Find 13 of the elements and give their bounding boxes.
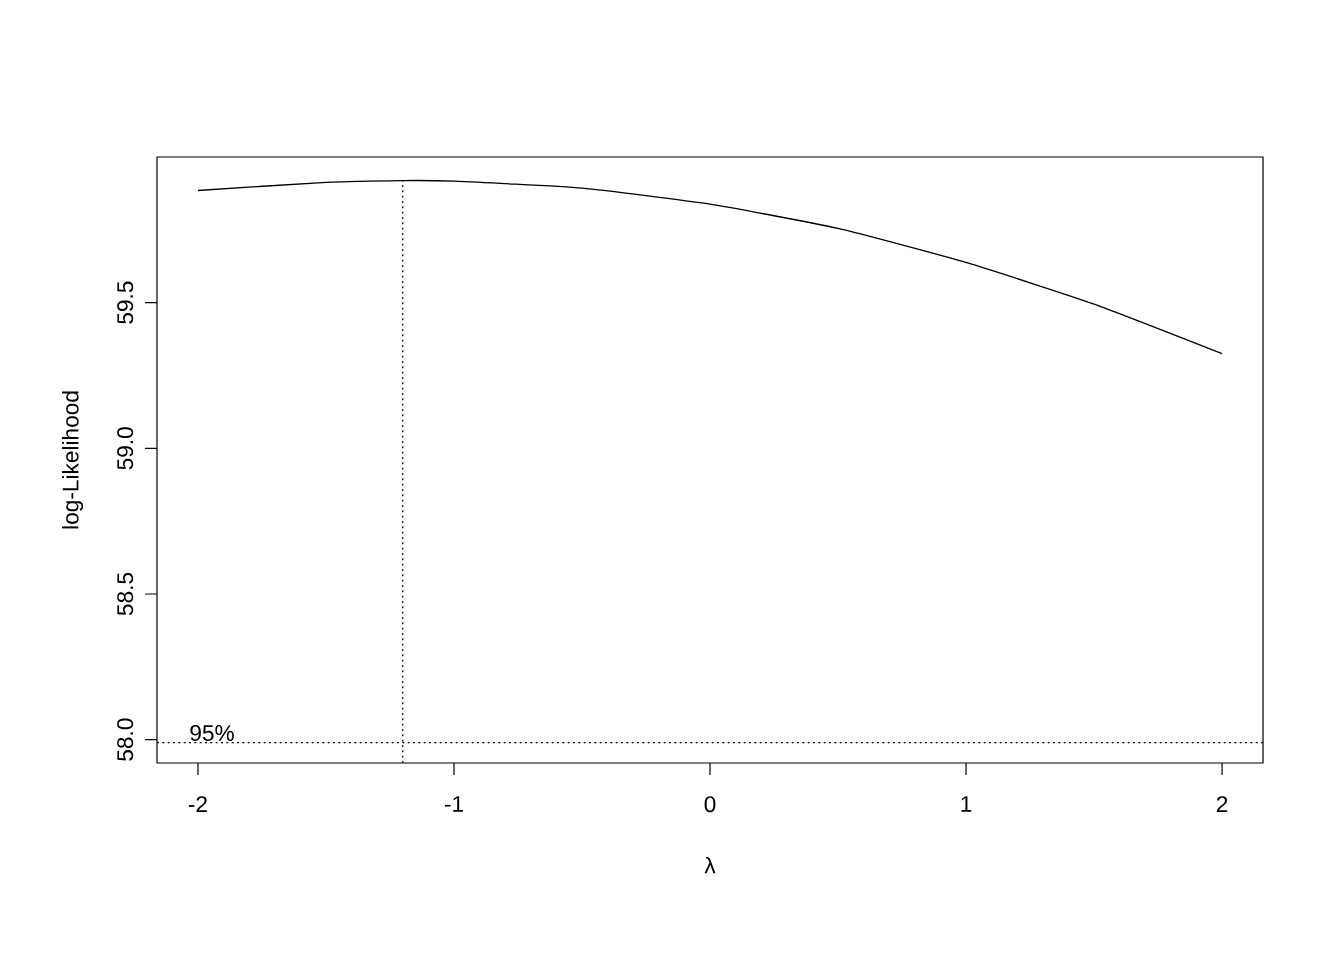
annotation: 95% (190, 724, 234, 742)
y-tick-label: 58.0 (117, 718, 134, 761)
line-series (197, 179, 1223, 355)
x-axis-title: λ (704, 856, 716, 874)
x-tick-label: -2 (188, 796, 207, 812)
y-tick-label: 59.0 (117, 427, 134, 470)
y-tick-label: 59.5 (117, 281, 134, 324)
x-tick-label: 1 (961, 796, 972, 812)
y-axis-title: log-Likelihood (61, 391, 84, 529)
x-tick-label: 0 (704, 796, 716, 813)
y-tick-label: 58.5 (117, 572, 134, 616)
x-tick-label: -1 (444, 796, 463, 812)
x-tick-label: 2 (1216, 796, 1228, 812)
